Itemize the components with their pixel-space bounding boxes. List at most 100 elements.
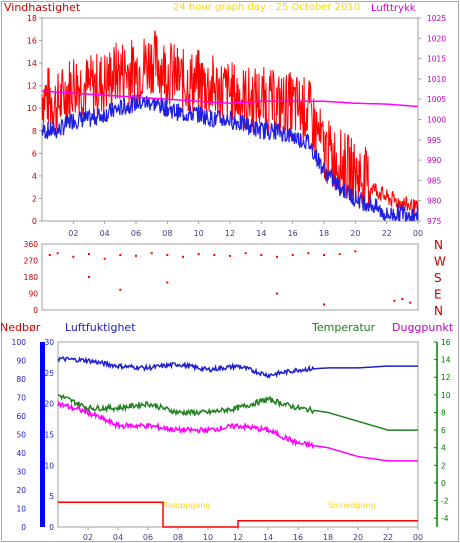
temperature-ytick-label: -4: [441, 514, 449, 523]
chart-title: 24 hour graph day : 25 October 2010: [173, 2, 360, 13]
wind-gust-series: [41, 30, 419, 216]
temperature-ytick-label: 4: [441, 444, 446, 453]
temperature-ytick-label: 6: [441, 426, 446, 435]
pressure-ytick-label: 990: [427, 156, 442, 165]
precip-ytick-label: 5: [49, 492, 54, 501]
wind-axis-label: Vindhastighet: [4, 1, 81, 14]
precip-ytick-label: 0: [49, 523, 54, 532]
wind-xtick-label: 02: [68, 229, 78, 238]
humidity-ytick-label: 50: [16, 431, 26, 440]
climate-xtick-label: 08: [173, 533, 183, 542]
direction-point: [72, 255, 75, 258]
precip-ytick-label: 20: [44, 400, 54, 409]
direction-point: [409, 301, 412, 304]
direction-point: [135, 254, 137, 257]
direction-point: [88, 253, 90, 256]
climate-xtick-label: 14: [263, 533, 273, 542]
temperature-ytick-label: 12: [441, 373, 451, 382]
precip-ytick-label: 30: [44, 338, 54, 347]
wind-ytick-label: 0: [32, 217, 37, 226]
direction-point: [166, 254, 169, 256]
temperature-ytick-label: 8: [441, 408, 446, 417]
direction-point: [323, 254, 325, 256]
pressure-ytick-label: 1000: [427, 116, 446, 125]
wind-xtick-label: 12: [225, 229, 235, 238]
temperature-axis-label: Temperatur: [311, 321, 376, 334]
climate-xtick-label: 20: [353, 533, 363, 542]
pressure-ytick-label: 1025: [427, 14, 446, 23]
humidity-series: [57, 355, 418, 379]
direction-point: [338, 253, 341, 256]
direction-ytick-label: 90: [28, 290, 38, 299]
direction-point: [354, 250, 357, 253]
climate-chart: 0102030405060708090100051015202530-4-202…: [12, 338, 451, 542]
humidity-ytick-label: 10: [16, 505, 26, 514]
direction-point: [307, 252, 310, 255]
direction-point: [323, 303, 325, 306]
wind-xtick-label: 20: [350, 229, 360, 238]
direction-point: [103, 257, 106, 260]
direction-point: [48, 254, 51, 256]
compass-label: E: [434, 288, 442, 302]
direction-point: [88, 276, 90, 278]
humidity-ytick-label: 20: [16, 486, 26, 495]
direction-point: [182, 255, 184, 258]
direction-ytick-label: 0: [33, 306, 38, 315]
direction-point: [401, 298, 404, 300]
wind-ytick-label: 12: [27, 82, 37, 91]
pressure-ytick-label: 995: [427, 136, 442, 145]
wind-xtick-label: 18: [319, 229, 329, 238]
humidity-ytick-label: 0: [21, 523, 26, 532]
precip-ytick-label: 10: [44, 461, 54, 470]
sun-annotation: Solnedgang: [328, 501, 375, 510]
pressure-ytick-label: 1010: [427, 75, 446, 84]
precip-ytick-label: 25: [44, 369, 54, 378]
humidity-ytick-label: 70: [16, 394, 26, 403]
humidity-ytick-label: 100: [12, 338, 27, 347]
wind-ytick-label: 8: [32, 127, 37, 136]
pressure-axis-label: Lufttrykk: [371, 3, 416, 14]
climate-xtick-label: 16: [293, 533, 303, 542]
climate-xtick-label: 12: [233, 533, 243, 542]
wind-ytick-label: 10: [27, 104, 37, 113]
humidity-axis-label: Luftfuktighet: [65, 321, 136, 334]
climate-xtick-label: 04: [113, 533, 123, 542]
temperature-ytick-label: 0: [441, 479, 446, 488]
direction-point: [56, 252, 59, 255]
wind-xtick-label: 08: [162, 229, 172, 238]
wind-ytick-label: 4: [32, 172, 37, 181]
humidity-ytick-label: 30: [16, 468, 26, 477]
precip-series: [58, 501, 418, 528]
wind-xtick-label: 00: [413, 229, 423, 238]
wind-ytick-label: 18: [27, 14, 37, 23]
direction-ytick-label: 360: [24, 240, 39, 249]
climate-xtick-label: 02: [83, 533, 93, 542]
direction-point: [244, 252, 247, 255]
pressure-ytick-label: 980: [427, 197, 442, 206]
compass-label: S: [434, 271, 442, 285]
wind-xtick-label: 16: [288, 229, 298, 238]
precip-axis-label: Nedbør: [0, 321, 41, 334]
wind-xtick-label: 14: [256, 229, 266, 238]
compass-label: N: [434, 238, 443, 252]
pressure-ytick-label: 1005: [427, 95, 446, 104]
direction-point: [393, 299, 396, 302]
temperature-ytick-label: 2: [441, 461, 446, 470]
temperature-ytick-label: 16: [441, 338, 451, 347]
pressure-ytick-label: 1020: [427, 34, 446, 43]
direction-point: [291, 254, 294, 256]
wind-xtick-label: 06: [131, 229, 141, 238]
temperature-ytick-label: 14: [441, 356, 451, 365]
pressure-ytick-label: 985: [427, 176, 442, 185]
temperature-ytick-label: 10: [441, 391, 451, 400]
direction-point: [119, 288, 122, 291]
pressure-ytick-label: 975: [427, 217, 442, 226]
sun-annotation: Soloppgang: [163, 501, 210, 510]
precip-ytick-label: 15: [44, 431, 54, 440]
direction-point: [197, 253, 200, 256]
climate-plot-border: [57, 341, 419, 528]
humidity-ytick-label: 60: [16, 412, 26, 421]
